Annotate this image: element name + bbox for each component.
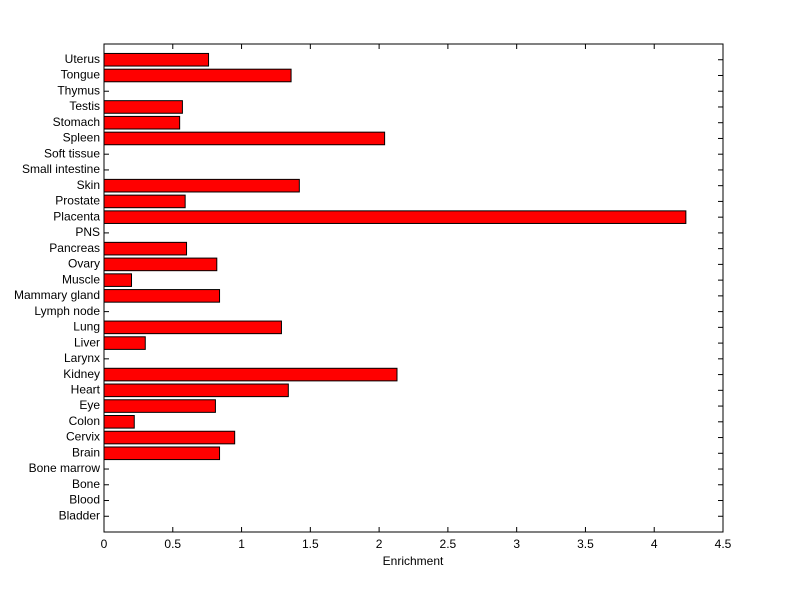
bar	[103, 273, 133, 287]
x-tick-label: 3.5	[577, 537, 594, 551]
y-tick-label: Tongue	[61, 68, 101, 82]
bar	[103, 68, 292, 83]
x-tick-label: 0.5	[164, 537, 181, 551]
y-tick-label: Bone	[72, 477, 100, 491]
y-tick-label: Heart	[71, 382, 101, 396]
y-tick-label: Testis	[69, 99, 100, 113]
bar	[103, 241, 188, 256]
x-axis-label: Enrichment	[383, 554, 444, 568]
bar	[103, 100, 183, 114]
y-tick-label: Eye	[79, 398, 100, 412]
bar	[103, 446, 221, 461]
y-tick-label: Thymus	[57, 83, 100, 97]
y-tick-label: Kidney	[63, 367, 100, 381]
y-tick-label: Brain	[72, 445, 100, 459]
y-tick-label: PNS	[75, 225, 100, 239]
y-tick-label: Cervix	[66, 430, 100, 444]
y-tick-label: Lymph node	[34, 304, 100, 318]
y-tick-label: Uterus	[65, 52, 100, 66]
y-tick-label: Colon	[69, 414, 100, 428]
bar	[103, 367, 398, 382]
x-tick-label: 1	[238, 537, 245, 551]
bar	[103, 194, 186, 209]
bar	[103, 320, 282, 335]
bar	[103, 210, 687, 224]
y-tick-label: Prostate	[55, 194, 100, 208]
bar	[103, 52, 210, 67]
y-tick-label: Stomach	[53, 115, 100, 129]
bar	[103, 430, 236, 445]
y-tick-label: Mammary gland	[14, 288, 100, 302]
y-tick-label: Ovary	[68, 257, 100, 271]
x-tick-label: 1.5	[302, 537, 319, 551]
y-tick-label: Muscle	[62, 272, 100, 286]
x-tick-label: 2	[376, 537, 383, 551]
bar	[103, 115, 181, 130]
y-tick-label: Placenta	[53, 209, 100, 223]
bar	[103, 289, 221, 303]
y-tick-label: Small intestine	[22, 162, 100, 176]
x-tick-label: 0	[101, 537, 108, 551]
y-tick-label: Pancreas	[49, 241, 100, 255]
x-tick-label: 4.5	[715, 537, 732, 551]
y-tick-label: Lung	[73, 320, 100, 334]
x-tick-label: 3	[513, 537, 520, 551]
y-tick-label: Soft tissue	[44, 146, 100, 160]
y-tick-label: Blood	[69, 493, 100, 507]
bar	[103, 257, 218, 272]
x-tick-label: 2.5	[440, 537, 457, 551]
y-tick-label: Liver	[74, 335, 100, 349]
x-tick-label: 4	[651, 537, 658, 551]
bar	[103, 415, 135, 429]
y-tick-label: Spleen	[63, 131, 100, 145]
bar	[103, 178, 300, 193]
y-tick-label: Bone marrow	[29, 461, 101, 475]
bar	[103, 336, 146, 350]
bar	[103, 399, 216, 413]
bar	[103, 131, 386, 146]
y-tick-label: Larynx	[64, 351, 100, 365]
bar	[103, 383, 289, 398]
y-tick-label: Skin	[77, 178, 100, 192]
y-tick-label: Bladder	[59, 508, 100, 522]
